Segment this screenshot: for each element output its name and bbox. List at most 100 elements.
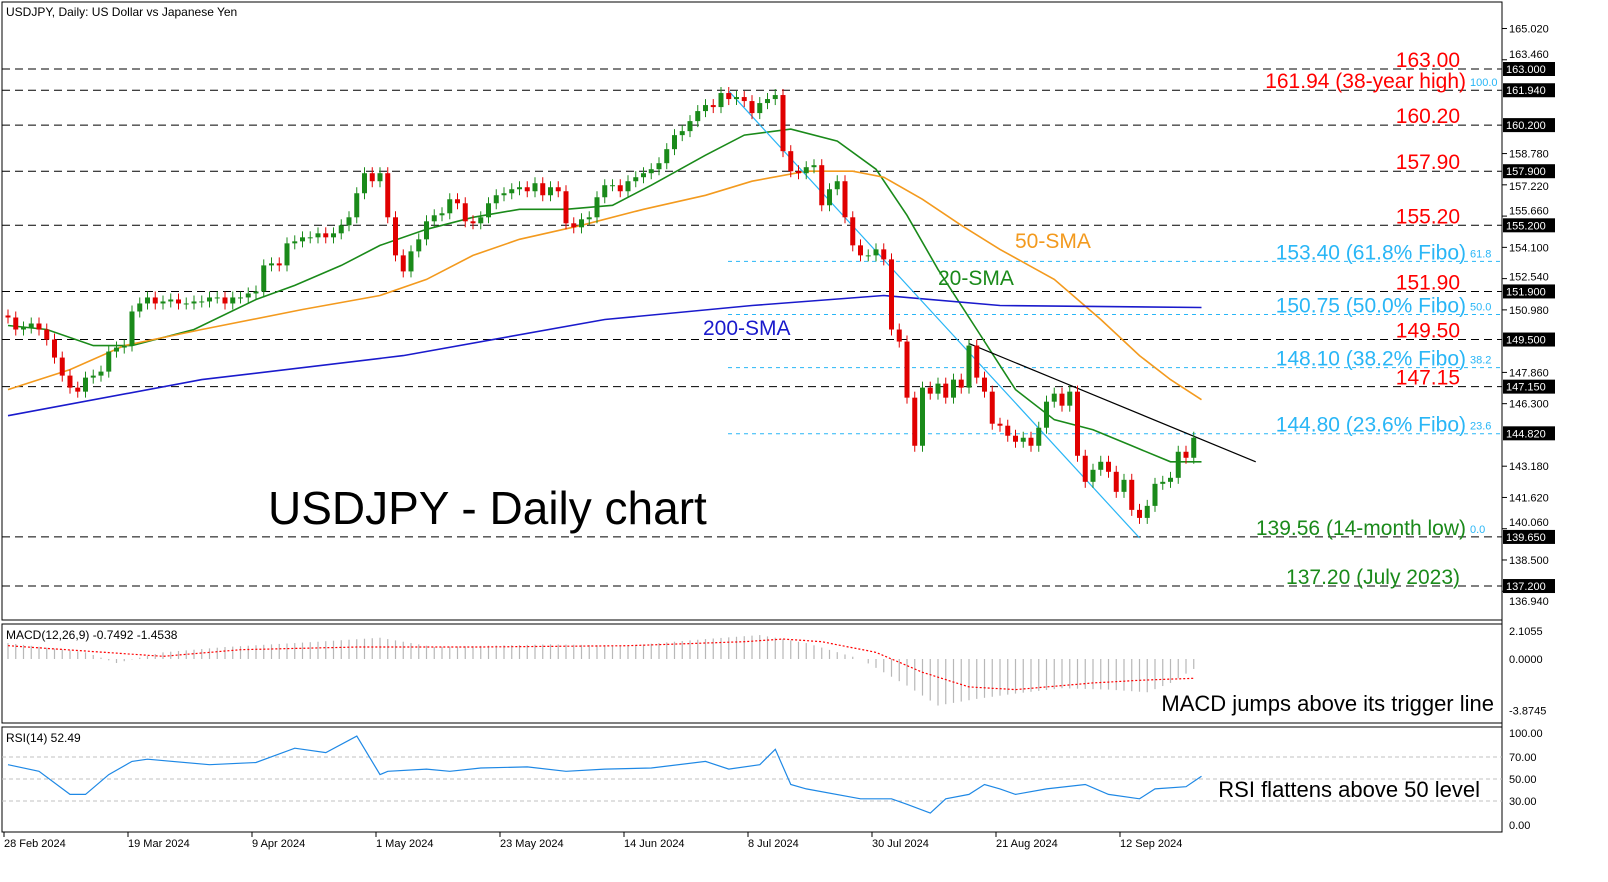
candle-body [230,297,236,304]
level-label: 155.20 [1396,205,1460,228]
candle-body [827,189,832,206]
candle-body [602,185,608,198]
candle-body [1082,455,1088,482]
candle-body [695,111,701,122]
candle-body [1144,505,1150,518]
y-tick-label: 141.620 [1509,492,1549,504]
candle-body [757,103,763,114]
level-label: 160.20 [1396,105,1460,128]
candle-body [346,217,352,226]
candle-body [478,217,484,224]
level-label: 144.80 (23.6% Fibo) [1276,414,1466,437]
candle-body [501,193,507,196]
candle-body [610,185,615,187]
x-tick-label: 19 Mar 2024 [128,838,190,850]
candle-body [486,203,491,218]
candle-body [470,221,476,224]
level-label: 149.50 [1396,320,1460,343]
candle-body [997,423,1003,426]
x-tick-label: 30 Jul 2024 [872,838,929,850]
candle-body [850,217,856,246]
y-tick-label: 136.940 [1509,596,1549,608]
candle-body [881,249,887,260]
candle-body [276,263,282,266]
price-tag [1503,426,1555,441]
candle-body [431,215,437,222]
price-tag-label: 157.900 [1506,166,1546,178]
candle-body [718,93,724,108]
candle-body [788,151,794,172]
candle-body [741,97,747,102]
price-tag [1503,332,1555,347]
price-tag [1503,118,1555,133]
candle-body [245,293,251,298]
candle-body [1113,471,1119,492]
candle-body [36,323,42,330]
candle-body [145,297,150,304]
candle-body [842,181,848,218]
rsi-layer: 100.00 70.00 50.00 30.00 0.00 [2,728,1543,832]
candle-body [385,173,391,218]
level-label: 157.90 [1396,151,1460,174]
candle-body [935,383,941,394]
candle-body [408,251,414,272]
y-tick-label: 154.100 [1509,242,1549,254]
candle-body [199,301,205,303]
candle-body [1020,437,1026,442]
macd-tick-label: -3.8745 [1509,706,1546,718]
candle-body [28,323,34,328]
candle-body [858,245,863,256]
candle-body [834,181,840,190]
candle-body [524,187,530,192]
y-tick-label: 165.020 [1509,24,1549,36]
y-tick-label: 143.180 [1509,461,1549,473]
rsi-title: RSI(14) 52.49 [6,731,81,745]
candle-body [749,101,755,114]
candle-body [540,183,546,196]
sma-line [7,170,1202,401]
trendline [728,90,1140,539]
price-tag-label: 161.940 [1506,85,1546,97]
x-tick-label: 21 Aug 2024 [996,838,1058,850]
candle-body [1005,425,1011,436]
candle-body [873,249,879,256]
x-tick-label: 12 Sep 2024 [1120,838,1182,850]
candle-body [1044,401,1049,428]
rsi-line [7,735,1202,814]
level-label: 161.94 (38-year high) [1265,70,1466,93]
y-tick-label: 140.060 [1509,517,1549,529]
candle-body [734,97,739,100]
candle-body [152,297,158,304]
y-tick-label: 163.460 [1509,49,1549,61]
x-tick-label: 1 May 2024 [376,838,433,850]
candle-body [803,167,809,174]
trendline [968,342,1256,463]
candle-body [1075,391,1080,456]
candle-body [672,135,677,150]
candle-body [1129,479,1135,510]
price-tag-label: 149.500 [1506,335,1546,347]
candle-body [493,195,499,204]
price-tag [1503,284,1555,299]
candle-body [1183,451,1189,458]
candle-body [253,291,259,294]
candle-body [989,391,995,424]
candle-body [292,241,298,244]
candle-body [517,187,522,190]
level-label: 151.90 [1396,271,1460,294]
rsi-tick-label: 30.00 [1509,796,1537,808]
candle-body [369,173,375,182]
candle-body [726,93,732,100]
candle-body [455,199,460,204]
candle-body [439,213,445,216]
price-tag [1503,379,1555,394]
candle-body [1152,483,1158,506]
sma-label: 200-SMA [703,317,791,340]
candle-body [462,203,468,222]
macd-annotation: MACD jumps above its trigger line [1161,691,1494,716]
candle-body [121,345,127,348]
y-tick-label: 138.500 [1509,555,1549,567]
candle-body [772,95,778,100]
level-label: 153.40 (61.8% Fibo) [1276,241,1466,264]
